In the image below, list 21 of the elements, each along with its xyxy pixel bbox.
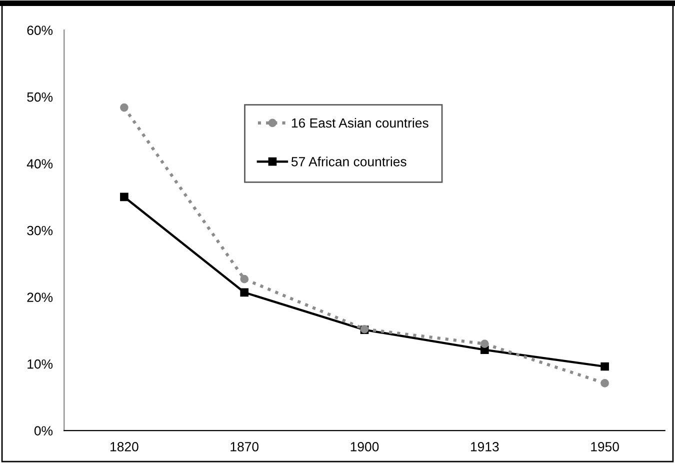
y-tick-label: 0% — [34, 426, 53, 436]
y-tick-label: 20% — [27, 292, 53, 302]
y-tick-label: 50% — [27, 92, 53, 102]
point — [120, 103, 128, 112]
point — [600, 362, 609, 371]
y-tick-label: 10% — [28, 359, 53, 369]
point — [240, 274, 249, 284]
y-tick-label: 30% — [27, 226, 53, 236]
y-tick-label: 40% — [26, 159, 53, 169]
point — [600, 379, 609, 388]
x-tick-label: 1950 — [591, 442, 619, 452]
x-tick-label: 1900 — [350, 442, 379, 452]
legend-label: 57 African countries — [291, 156, 406, 166]
point — [120, 192, 128, 202]
point — [480, 340, 489, 348]
y-tick-label: 60% — [27, 26, 53, 36]
legend-label: 16 East Asian countries — [292, 118, 428, 128]
x-tick-label: 1820 — [110, 442, 138, 452]
point — [240, 288, 249, 297]
x-tick-label: 1913 — [470, 442, 499, 452]
x-tick-label: 1870 — [230, 442, 259, 452]
